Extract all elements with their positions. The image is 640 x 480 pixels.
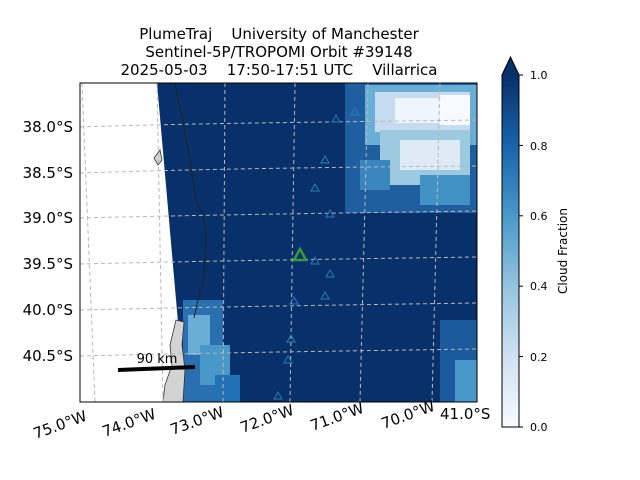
colorbar-tick-label: 0.0 — [530, 421, 548, 434]
title-line-1: PlumeTraj University of Manchester — [139, 25, 419, 43]
lat-label: 40.5°S — [23, 347, 73, 365]
colorbar-extend-arrow — [502, 57, 519, 75]
lat-label: 38.0°S — [23, 118, 73, 136]
coastline — [174, 83, 207, 319]
broken-cloud-region — [345, 83, 477, 213]
colorbar-tick-label: 1.0 — [530, 69, 548, 82]
colorbar-tick-label: 0.4 — [530, 280, 548, 293]
lon-labels: 75.0°W 74.0°W 73.0°W 72.0°W 71.0°W 70.0°… — [31, 397, 491, 443]
triangle-marker — [310, 182, 320, 192]
triangle-marker — [289, 295, 299, 305]
colorbar-frame — [501, 55, 520, 428]
lat-labels: 38.0°S 38.5°S 39.0°S 39.5°S 40.0°S 40.5°… — [23, 118, 73, 365]
triangle-marker — [283, 354, 293, 364]
colorbar-axis-label: Cloud Fraction — [556, 208, 570, 294]
triangle-marker — [320, 290, 330, 300]
title-line-3: 2025-05-03 17:50-17:51 UTC Villarrica — [120, 61, 438, 79]
triangle-marker — [310, 255, 320, 265]
triangle-marker — [331, 113, 341, 123]
triangle-marker — [350, 106, 360, 116]
colorbar-ticks — [519, 74, 523, 428]
title-line-2: Sentinel-5P/TROPOMI Orbit #39148 — [145, 43, 413, 61]
target-volcano-marker — [291, 246, 309, 262]
land-coast — [162, 319, 186, 402]
triangle-marker — [325, 268, 335, 278]
colorbar-tick-label: 0.8 — [530, 140, 548, 153]
triangle-marker — [286, 333, 296, 343]
lat-label: 38.5°S — [23, 164, 73, 182]
gridlines — [80, 83, 477, 402]
map-frame — [79, 82, 478, 403]
colorbar-tick-label: 0.6 — [530, 210, 548, 223]
volcano-markers — [273, 106, 360, 400]
lon-label: 74.0°W — [100, 405, 159, 441]
lat-label: 40.0°S — [23, 301, 73, 319]
scale-bar-label: 90 km — [137, 352, 178, 367]
cloud-patch-right-light — [455, 360, 477, 402]
scale-bar — [117, 365, 196, 372]
lat-label: 39.0°S — [23, 209, 73, 227]
lon-label: 72.0°W — [238, 401, 297, 437]
map-content: 90 km — [80, 83, 477, 402]
island — [153, 149, 163, 166]
lat-label: 39.5°S — [23, 255, 73, 273]
colorbar-tick-label: 0.2 — [530, 351, 548, 364]
colorbar-gradient — [502, 75, 519, 427]
lon-label: 73.0°W — [168, 403, 227, 439]
coastal-cloud-region — [183, 300, 240, 402]
colorbar: 0.0 0.2 0.4 0.6 0.8 1.0 Cloud Fraction — [501, 55, 570, 434]
corner-lat-label: 41.0°S — [440, 405, 490, 423]
lon-label: 71.0°W — [308, 399, 367, 435]
triangle-marker — [273, 390, 283, 400]
lon-label: 75.0°W — [31, 407, 90, 443]
triangle-marker — [320, 154, 330, 164]
triangle-marker — [325, 208, 335, 218]
